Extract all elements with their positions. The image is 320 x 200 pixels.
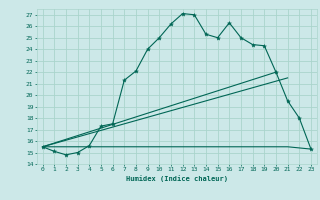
X-axis label: Humidex (Indice chaleur): Humidex (Indice chaleur) <box>126 175 228 182</box>
